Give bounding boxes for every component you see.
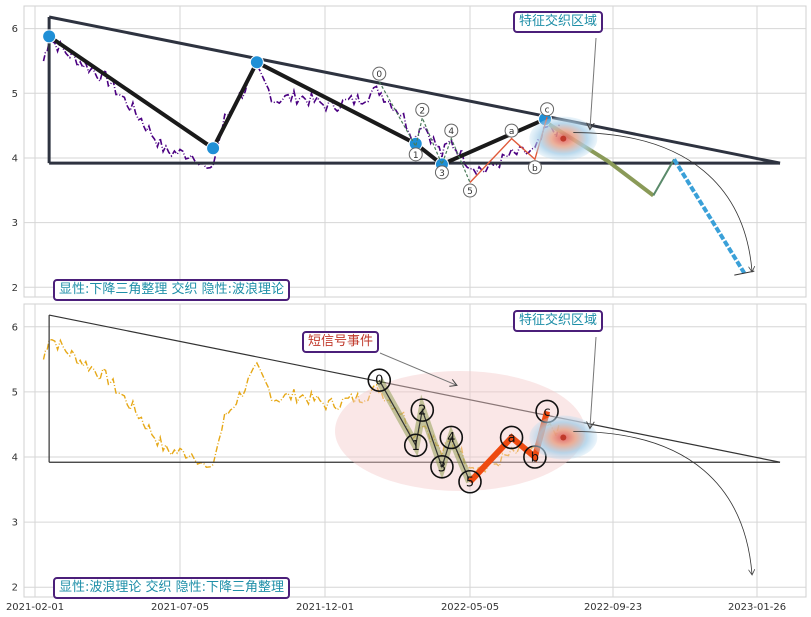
bottom-wave-label: b: [531, 451, 539, 466]
bottom-wave-marker: [499, 425, 524, 450]
top-swing-point: [249, 55, 264, 70]
bottom-triangle-upper-line: [49, 314, 781, 463]
top-impulse-wave-path: [378, 81, 471, 183]
bottom-ytick-label: 4: [12, 453, 18, 464]
bottom-wave-marker: [410, 398, 435, 422]
bottom-ytick-label: 2: [12, 583, 18, 594]
xtick-label: 2022-05-05: [441, 602, 499, 613]
top-feature-center: [560, 135, 567, 142]
bottom-wave-marker: [458, 469, 482, 494]
bottom-wave-marker: [430, 454, 454, 479]
top-ytick-label: 4: [12, 153, 18, 164]
top-wave-marker: [463, 183, 477, 198]
xtick-label: 2021-12-01: [296, 602, 354, 613]
top-ytick-label: 3: [12, 218, 18, 229]
top-wave-marker: [444, 123, 459, 138]
top-wave-label: 1: [413, 151, 419, 161]
top-wave-label: a: [509, 127, 515, 137]
bottom-forecast-curve: [573, 431, 752, 574]
bottom-ytick-label: 3: [12, 518, 18, 529]
bottom-wave-label: 4: [447, 431, 455, 446]
top-ytick-label: 2: [12, 283, 18, 294]
top-wave-label: 0: [376, 70, 382, 80]
top-triangle-upper-line: [48, 15, 781, 165]
bottom-wave-label: a: [508, 431, 516, 446]
bottom-wave-label: 3: [438, 460, 446, 475]
bottom-wave-marker: [403, 433, 428, 458]
bottom-legend-box: 显性:波浪理论 交织 隐性:下降三角整理: [53, 577, 291, 599]
xtick-label: 2023-01-26: [728, 602, 786, 613]
bottom-feature-arrow: [590, 336, 597, 427]
top-wave-marker: [527, 160, 542, 175]
top-wave-marker: [415, 102, 430, 117]
xtick-label: 2022-09-23: [584, 602, 642, 613]
bottom-ytick-label: 6: [12, 322, 18, 333]
bottom-feature-region-label: 特征交织区域: [513, 310, 604, 332]
top-projection-down2: [672, 158, 747, 275]
top-legend-box: 显性:下降三角整理 交织 隐性:波浪理论: [53, 279, 291, 301]
top-wave-marker: [540, 102, 555, 117]
bottom-wave-label: 1: [412, 439, 420, 454]
top-price-series: [42, 39, 560, 176]
bottom-wave-label: c: [543, 405, 550, 420]
short-signal-event-label: 短信号事件: [302, 331, 380, 353]
bottom-wave-label: 0: [375, 374, 383, 389]
top-ytick-label: 6: [12, 24, 18, 35]
top-ytick-label: 5: [12, 89, 18, 100]
top-wave-label: 3: [439, 169, 445, 179]
short-signal-arrow: [379, 352, 456, 385]
top-projection-up: [652, 158, 675, 196]
top-wave-marker: [434, 165, 449, 180]
xtick-label: 2021-02-01: [6, 602, 64, 613]
top-wave-label: 5: [467, 187, 473, 197]
bottom-feature-center: [560, 434, 567, 441]
top-wave-label: c: [545, 106, 550, 116]
top-forecast-curve: [573, 132, 752, 272]
bottom-ytick-label: 5: [12, 387, 18, 398]
bottom-wave-label: 5: [466, 475, 474, 490]
top-feature-arrow: [590, 37, 597, 129]
bottom-impulse-wave-path: [378, 379, 471, 483]
top-swing-point: [42, 29, 57, 44]
top-wave-label: 4: [448, 127, 454, 137]
top-wave-label: 2: [419, 106, 425, 116]
top-wave-label: b: [532, 164, 538, 174]
top-swing-point: [206, 141, 221, 156]
bottom-wave-label: 2: [418, 404, 426, 419]
top-wave-marker: [372, 66, 387, 81]
top-panel-group: 2 3 4 5 6 0 1 2 3 4 5 a b c: [12, 5, 807, 298]
bottom-price-series: [42, 338, 560, 475]
top-wave-marker: [504, 123, 519, 138]
top-wave-marker: [408, 147, 423, 162]
bottom-wave-marker: [367, 368, 392, 392]
bottom-wave-marker: [439, 425, 464, 450]
xtick-label: 2021-07-05: [151, 602, 209, 613]
top-feature-region-label: 特征交织区域: [513, 11, 604, 33]
